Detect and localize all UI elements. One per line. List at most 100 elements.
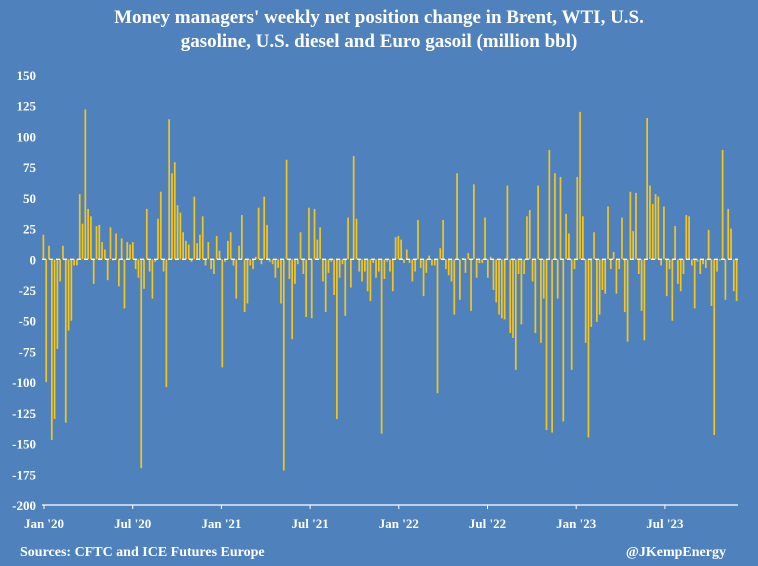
bar (609, 259, 612, 270)
bar (718, 259, 721, 261)
bar (179, 212, 182, 260)
bar (218, 250, 221, 260)
bar (227, 240, 229, 260)
y-tick-label: -125 (12, 406, 36, 421)
bar (727, 208, 730, 260)
bar (517, 259, 520, 275)
bar (668, 259, 671, 270)
bar (341, 259, 344, 265)
bar (699, 259, 702, 275)
bar (333, 259, 335, 295)
bar (148, 259, 151, 272)
bar (565, 213, 567, 260)
bar (478, 259, 481, 263)
bar (361, 259, 363, 282)
bar (651, 204, 654, 260)
bar (168, 119, 171, 260)
bar (344, 259, 347, 316)
bar (523, 259, 526, 275)
bar (643, 259, 646, 341)
bar (607, 206, 609, 260)
bar (53, 259, 56, 419)
bar (73, 259, 76, 266)
bar (386, 259, 389, 262)
bar (595, 259, 598, 322)
y-tick-label: 75 (23, 160, 37, 175)
bar (587, 259, 590, 438)
bar (520, 259, 523, 325)
bar (394, 237, 397, 260)
y-tick-label: 25 (23, 222, 37, 237)
bar (431, 259, 433, 266)
bar (428, 255, 430, 260)
y-tick-label: -25 (19, 283, 37, 298)
bar (559, 176, 562, 260)
bar (568, 233, 570, 260)
bar (730, 228, 732, 260)
bar (674, 226, 676, 260)
bar (623, 259, 626, 313)
bar (224, 259, 226, 262)
bar (414, 259, 417, 272)
bar (576, 176, 579, 260)
bar (56, 259, 59, 349)
bar (682, 259, 685, 275)
bar (81, 223, 84, 260)
bar (612, 251, 615, 260)
bar (299, 232, 302, 260)
bar (240, 215, 243, 260)
bar (64, 259, 67, 423)
bar (453, 259, 456, 315)
bar (59, 259, 62, 282)
bar (277, 259, 280, 268)
bar (213, 259, 215, 275)
bar (696, 259, 699, 262)
bar (62, 245, 64, 260)
bar (582, 216, 584, 260)
bar (663, 206, 665, 260)
bar (76, 259, 78, 266)
bar (475, 259, 478, 278)
bar (201, 216, 204, 260)
bar (87, 208, 89, 260)
bar (397, 235, 400, 260)
bar (101, 242, 103, 260)
bar (665, 259, 668, 297)
bar (355, 218, 358, 260)
bar (732, 259, 735, 292)
bar (350, 259, 352, 288)
bar (118, 259, 120, 287)
bar (492, 259, 495, 290)
bar (302, 259, 305, 275)
bar (528, 210, 531, 260)
bar (199, 234, 201, 260)
bar (486, 259, 489, 278)
bar (593, 232, 595, 260)
bar (196, 243, 198, 260)
bar (249, 259, 252, 266)
bar (327, 259, 330, 273)
bar (282, 259, 285, 471)
bar (260, 259, 263, 265)
bar (601, 259, 604, 290)
bar (495, 259, 498, 303)
bar (352, 156, 355, 260)
bar (657, 196, 660, 260)
bar (145, 208, 148, 260)
bar (151, 259, 154, 299)
bar (84, 109, 87, 260)
bar (115, 233, 117, 260)
bar (649, 185, 651, 260)
bar (442, 219, 444, 260)
bar (391, 259, 394, 292)
bar (637, 259, 640, 275)
bar (126, 242, 129, 260)
bar (450, 259, 453, 282)
bar (291, 259, 294, 340)
bar (436, 259, 439, 394)
bar (92, 259, 95, 284)
bar (551, 259, 553, 433)
bar (570, 259, 573, 370)
bar (310, 259, 313, 319)
